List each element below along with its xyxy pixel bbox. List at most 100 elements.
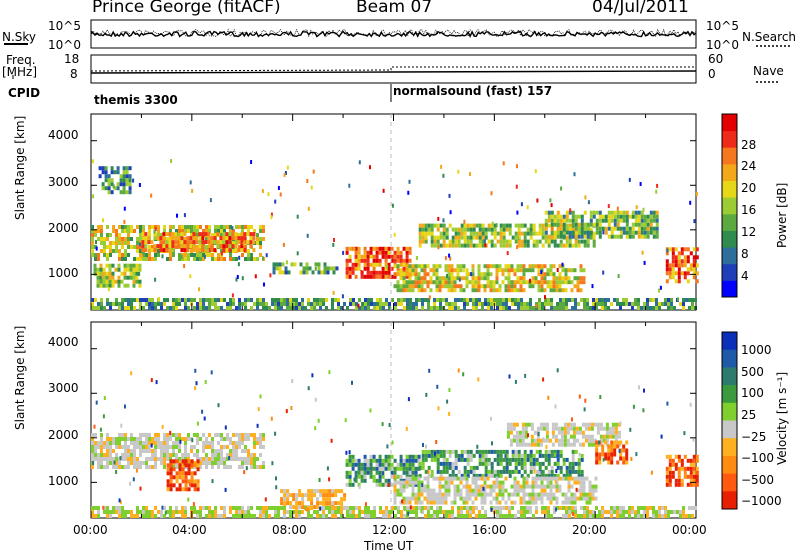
heatmap-cell [385, 298, 388, 302]
heatmap-cell [178, 471, 182, 476]
heatmap-cell [100, 306, 103, 310]
heatmap-cell [652, 510, 655, 514]
heatmap-cell [220, 437, 223, 441]
heatmap-cell [280, 506, 283, 510]
heatmap-cell [453, 268, 457, 273]
heatmap-cell [527, 433, 529, 438]
heatmap-cell [668, 263, 672, 268]
heatmap-cell [619, 452, 623, 457]
heatmap-cell [108, 267, 112, 272]
heatmap-cell [214, 453, 217, 457]
heatmap-cell [556, 465, 560, 470]
heatmap-cell [544, 210, 548, 215]
heatmap-cell [98, 166, 102, 171]
heatmap-cell [229, 441, 232, 445]
heatmap-cell [438, 264, 442, 269]
heatmap-cell [518, 235, 521, 239]
heatmap-cell [396, 488, 400, 493]
heatmap-cell [601, 506, 604, 510]
heatmap-cell [535, 461, 539, 466]
heatmap-cell [426, 476, 430, 481]
heatmap-cell [190, 463, 194, 468]
heatmap-cell [521, 438, 525, 443]
colorbar-segment [722, 147, 737, 165]
heatmap-cell [106, 257, 109, 261]
heatmap-cell [103, 506, 106, 510]
heatmap-cell [453, 496, 457, 501]
heatmap-cell [511, 449, 515, 454]
heatmap-cell [340, 306, 343, 310]
colorbar-segment [722, 455, 737, 475]
heatmap-cell [555, 480, 559, 485]
heatmap-cell [354, 478, 358, 483]
heatmap-cell [259, 253, 262, 257]
heatmap-cell [156, 244, 160, 249]
heatmap-cell [354, 458, 358, 463]
heatmap-cell [568, 473, 572, 478]
heatmap-cell [489, 484, 493, 489]
heatmap-cell [522, 476, 526, 481]
heatmap-cell [396, 272, 400, 277]
heatmap-cell [408, 482, 412, 487]
heatmap-cell [115, 465, 118, 469]
colorbar-segment [722, 180, 737, 198]
heatmap-cell [420, 488, 424, 493]
heatmap-cell [530, 422, 534, 427]
heatmap-cell [547, 302, 550, 306]
heatmap-cell [375, 274, 379, 279]
heatmap-cell [217, 461, 220, 465]
heatmap-cell [405, 288, 409, 293]
heatmap-cell [205, 457, 208, 461]
heatmap-cell [414, 454, 418, 459]
heatmap-cell [551, 442, 555, 447]
heatmap-cell [668, 482, 672, 487]
heatmap-cell [573, 276, 577, 281]
heatmap-cell [469, 239, 473, 244]
heatmap-cell [692, 247, 696, 252]
nsearch-label: N.Search [742, 30, 797, 44]
heatmap-cell [133, 245, 136, 249]
heatmap-cell [124, 241, 127, 245]
heatmap-cell [172, 465, 175, 469]
heatmap-cell [625, 222, 629, 227]
heatmap-cell [510, 484, 514, 489]
heatmap-cell [472, 473, 476, 478]
heatmap-cell [208, 229, 211, 233]
noise-tick-right-bottom: 10^0 [706, 38, 739, 52]
heatmap-cell [484, 227, 488, 232]
colorbar-segment [722, 280, 737, 298]
heatmap-cell [390, 470, 394, 475]
heatmap-cell [241, 225, 244, 229]
heatmap-cell [589, 227, 593, 232]
heatmap-cell [345, 462, 349, 467]
heatmap-cell [688, 506, 691, 510]
heatmap-cell [592, 235, 596, 240]
heatmap-cell [514, 302, 517, 306]
heatmap-cell [208, 510, 211, 514]
heatmap-cell [567, 480, 571, 485]
heatmap-cell [175, 245, 178, 249]
heatmap-cell [689, 267, 693, 272]
heatmap-cell [208, 441, 211, 445]
heatmap-cell [378, 262, 382, 267]
heatmap-cell [463, 298, 466, 302]
heatmap-cell [463, 219, 466, 224]
heatmap-cell [310, 506, 313, 510]
heatmap-cell [396, 492, 400, 497]
heatmap-cell [259, 441, 262, 445]
heatmap-cell [124, 449, 127, 453]
heatmap-cell [474, 488, 478, 493]
heatmap-cell [695, 474, 699, 479]
heatmap-cell [538, 239, 542, 244]
heatmap-cell [112, 241, 115, 245]
heatmap-cell [622, 214, 626, 219]
heatmap-cell [674, 482, 678, 487]
cpid-segment-1: themis 3300 [94, 93, 178, 107]
heatmap-cell [477, 268, 481, 273]
heatmap-cell [355, 306, 358, 310]
heatmap-cell [526, 306, 529, 310]
heatmap-cell [229, 306, 232, 310]
heatmap-cell [369, 254, 373, 259]
heatmap-cell [492, 480, 496, 485]
heatmap-cell [136, 437, 139, 441]
